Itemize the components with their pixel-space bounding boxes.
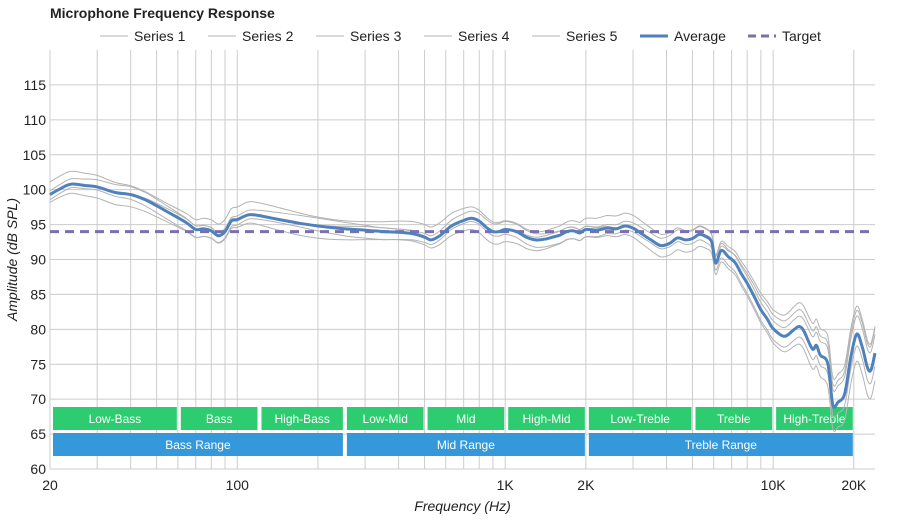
band-high-mid (508, 407, 585, 430)
band-high-bass (261, 407, 343, 430)
y-tick-label: 60 (30, 461, 46, 477)
band-label: Treble (717, 412, 751, 426)
y-tick-label: 105 (23, 147, 47, 163)
legend-label: Series 2 (242, 28, 294, 44)
band-label: Mid Range (437, 438, 495, 452)
y-axis-label: Amplitude (dB SPL) (4, 198, 20, 322)
legend-item-series-5[interactable]: Series 5 (532, 28, 618, 44)
band-mid (427, 407, 505, 430)
y-tick-label: 70 (30, 391, 46, 407)
series-line-3 (49, 170, 876, 380)
band-low-bass (53, 407, 177, 430)
legend-item-average[interactable]: Average (640, 28, 726, 44)
x-axis-label: Frequency (Hz) (414, 498, 510, 514)
y-tick-label: 95 (30, 217, 46, 233)
band-label: Low-Treble (610, 412, 670, 426)
frequency-bands: Low-Bass Bass High-Bass Low-Mid Mid High-Mid L… (53, 407, 853, 456)
x-tick-label: 2K (577, 477, 595, 493)
band-label: High-Mid (523, 412, 571, 426)
legend-item-series-2[interactable]: Series 2 (208, 28, 294, 44)
series-lines (49, 170, 876, 432)
legend[interactable]: Series 1 Series 2 Series 3 Series 4 Series 5… (100, 28, 821, 44)
legend-label: Average (674, 28, 726, 44)
y-tick-label: 75 (30, 356, 46, 372)
y-tick-label: 85 (30, 286, 46, 302)
band-treble-range (588, 433, 853, 456)
band-low-treble (588, 407, 692, 430)
x-tick-label: 10K (761, 477, 787, 493)
legend-item-series-3[interactable]: Series 3 (316, 28, 402, 44)
series-line-4 (49, 192, 876, 432)
band-low-mid (346, 407, 424, 430)
series-line-1 (49, 178, 876, 392)
band-high-treble (776, 407, 853, 430)
chart-title: Microphone Frequency Response (50, 5, 275, 21)
band-label: High-Treble (783, 412, 846, 426)
legend-item-series-4[interactable]: Series 4 (424, 28, 510, 44)
y-tick-label: 100 (23, 182, 47, 198)
x-tick-label: 1K (497, 477, 515, 493)
y-tick-label: 90 (30, 252, 46, 268)
legend-label: Target (782, 28, 821, 44)
band-label: Treble Range (685, 438, 758, 452)
y-tick-label: 110 (24, 112, 47, 128)
average-line-group (49, 182, 877, 409)
legend-item-series-1[interactable]: Series 1 (100, 28, 186, 44)
legend-item-target[interactable]: Target (748, 28, 821, 44)
y-tick-label: 65 (30, 426, 46, 442)
band-bass (180, 407, 258, 430)
legend-label: Series 3 (350, 28, 402, 44)
band-label: Low-Bass (89, 412, 142, 426)
x-tick-label: 100 (226, 477, 250, 493)
x-tick-label: 20K (841, 477, 867, 493)
band-mid-range (346, 433, 585, 456)
legend-label: Series 5 (566, 28, 618, 44)
band-label: Low-Mid (363, 412, 408, 426)
legend-label: Series 1 (134, 28, 186, 44)
x-tick-label: 20 (42, 477, 58, 493)
grid-lines (49, 50, 875, 470)
band-label: Bass (206, 412, 233, 426)
y-tick-label: 80 (30, 321, 46, 337)
band-treble (695, 407, 773, 430)
band-label: High-Bass (275, 412, 330, 426)
y-tick-label: 115 (24, 77, 47, 93)
average-line (49, 182, 877, 409)
band-bass-range (53, 433, 343, 456)
legend-label: Series 4 (458, 28, 510, 44)
axes: 60 65 70 75 80 85 90 95 100 105 110 115 20 100 1K 2K 10K… (4, 77, 867, 514)
band-label: Mid (456, 412, 475, 426)
band-label: Bass Range (165, 438, 231, 452)
